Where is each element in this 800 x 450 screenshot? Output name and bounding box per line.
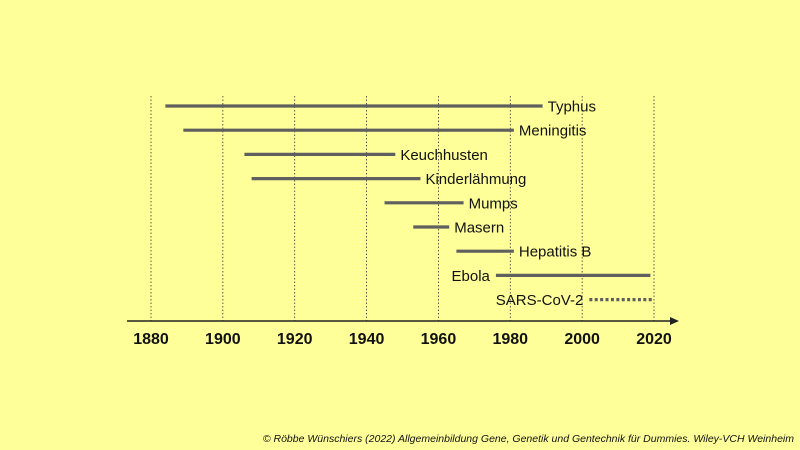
series-label: Ebola — [452, 268, 491, 285]
x-tick-label: 2000 — [564, 331, 600, 348]
x-tick-label: 1960 — [421, 331, 457, 348]
x-tick-label: 1900 — [205, 331, 241, 348]
series-label: SARS-CoV-2 — [496, 292, 584, 309]
x-tick-label: 1880 — [133, 331, 169, 348]
grid-lines — [150, 96, 655, 321]
series-label: Mumps — [469, 195, 518, 212]
series-label: Kinderlähmung — [425, 171, 526, 188]
x-tick-label: 2020 — [636, 331, 672, 348]
series-label: Masern — [454, 220, 504, 237]
series-label: Typhus — [548, 99, 596, 116]
series-label: Hepatitis B — [519, 244, 592, 261]
x-tick-label: 1940 — [349, 331, 385, 348]
series-label: Meningitis — [519, 123, 587, 140]
x-tick-label: 1980 — [492, 331, 528, 348]
timeline-bars: Typhus Meningitis Keuchhusten Kinderlähmung… — [165, 99, 654, 309]
x-tick-label: 1920 — [277, 331, 313, 348]
copyright-footer: © Röbbe Wünschiers (2022) Allgemeinbildu… — [262, 433, 794, 445]
x-axis-arrow — [670, 317, 679, 325]
x-axis: 1880 1900 1920 1940 1960 1980 2000 2020 — [127, 317, 679, 348]
series-label: Keuchhusten — [400, 147, 488, 164]
